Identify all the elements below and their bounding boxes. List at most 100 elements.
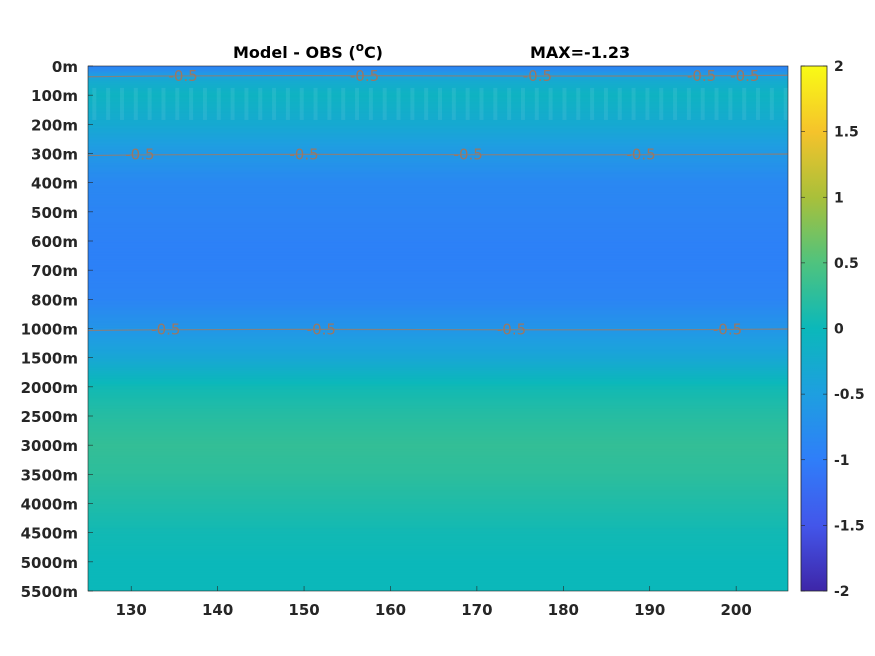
x-tick-label: 150 (288, 601, 319, 619)
heatmap-band (88, 187, 788, 190)
heatmap-band (88, 219, 788, 222)
x-tick-label: 160 (375, 601, 406, 619)
heatmap-band (88, 273, 788, 276)
heatmap-band (88, 270, 788, 273)
heatmap-band (88, 464, 788, 467)
heatmap-band (88, 394, 788, 397)
heatmap-band (88, 67, 788, 70)
colorbar-tick-label: 1.5 (834, 125, 859, 141)
heatmap-band (88, 515, 788, 518)
heatmap-band (88, 287, 788, 290)
heatmap-band (88, 574, 788, 578)
heatmap-band (88, 391, 788, 394)
heatmap-band (88, 192, 788, 195)
heatmap-band (88, 79, 788, 82)
heatmap-band (88, 359, 788, 362)
y-tick-label: 0m (52, 58, 78, 76)
heatmap-band (88, 302, 788, 305)
heatmap-band (88, 147, 788, 150)
heatmap-band (88, 217, 788, 220)
heatmap-texture (92, 87, 97, 120)
heatmap-band (88, 249, 788, 252)
heatmap-band (88, 439, 788, 442)
heatmap-band (88, 516, 788, 519)
heatmap-band (88, 354, 788, 357)
heatmap-band (88, 523, 788, 526)
heatmap-band (88, 481, 788, 484)
heatmap-band (88, 346, 788, 349)
heatmap-texture (299, 87, 304, 120)
heatmap-band (88, 80, 788, 83)
heatmap-band (88, 561, 788, 564)
heatmap-band (88, 389, 788, 392)
contour-label: -0.5 (626, 146, 655, 164)
heatmap-band (88, 341, 788, 344)
heatmap-band (88, 300, 788, 303)
heatmap-band (88, 238, 788, 241)
heatmap-band (88, 280, 788, 283)
heatmap-texture (313, 87, 318, 120)
heatmap-texture (272, 87, 277, 120)
y-tick-label: 1500m (21, 350, 78, 368)
heatmap-band (88, 211, 788, 214)
heatmap-band (88, 296, 788, 299)
colorbar-tick-label: -2 (834, 584, 850, 600)
heatmap-band (88, 236, 788, 239)
heatmap-texture (327, 87, 332, 120)
heatmap-band (88, 449, 788, 452)
heatmap-band (88, 488, 788, 491)
heatmap-band (88, 166, 788, 169)
contour-label: -0.5 (523, 67, 552, 85)
heatmap-band (88, 185, 788, 188)
heatmap-band (88, 570, 788, 573)
heatmap-band (88, 173, 788, 176)
y-tick-label: 600m (31, 233, 78, 251)
heatmap-band (88, 494, 788, 497)
heatmap-band (88, 168, 788, 171)
heatmap-texture (700, 87, 705, 120)
heatmap-band (88, 556, 788, 559)
heatmap-band (88, 210, 788, 213)
heatmap-band (88, 408, 788, 411)
heatmap-band (88, 255, 788, 258)
heatmap-band (88, 254, 788, 257)
heatmap-band (88, 385, 788, 388)
heatmap-band (88, 478, 788, 481)
contour-label: -0.5 (454, 146, 483, 164)
heatmap-band (88, 411, 788, 414)
heatmap-band (88, 398, 788, 401)
heatmap-texture (673, 87, 678, 120)
heatmap-band (88, 471, 788, 474)
heatmap-band (88, 184, 788, 187)
heatmap-texture (465, 87, 470, 120)
heatmap-band (88, 344, 788, 347)
heatmap-band (88, 188, 788, 191)
heatmap-band (88, 545, 788, 548)
heatmap-band (88, 229, 788, 232)
heatmap-band (88, 214, 788, 217)
heatmap-band (88, 513, 788, 516)
heatmap-band (88, 539, 788, 543)
heatmap-band (88, 316, 788, 319)
heatmap-band (88, 433, 788, 436)
heatmap-texture (562, 87, 567, 120)
heatmap-band (88, 436, 788, 439)
heatmap-band (88, 553, 788, 556)
heatmap-band (88, 146, 788, 149)
heatmap-texture (216, 87, 221, 120)
heatmap-band (88, 576, 788, 579)
contour-label: -0.5 (168, 67, 197, 85)
colorbar (800, 65, 828, 592)
heatmap-band (88, 375, 788, 378)
heatmap-band (88, 467, 788, 470)
y-tick-label: 700m (31, 262, 78, 280)
heatmap-band (88, 404, 788, 407)
heatmap-band (88, 98, 788, 101)
heatmap-band (88, 179, 788, 182)
heatmap-band (88, 111, 788, 114)
heatmap-band (88, 566, 788, 569)
heatmap-band (88, 456, 788, 459)
heatmap-band (88, 395, 788, 398)
colorbar-tick-label: 0.5 (834, 256, 859, 272)
heatmap-band (88, 376, 788, 379)
